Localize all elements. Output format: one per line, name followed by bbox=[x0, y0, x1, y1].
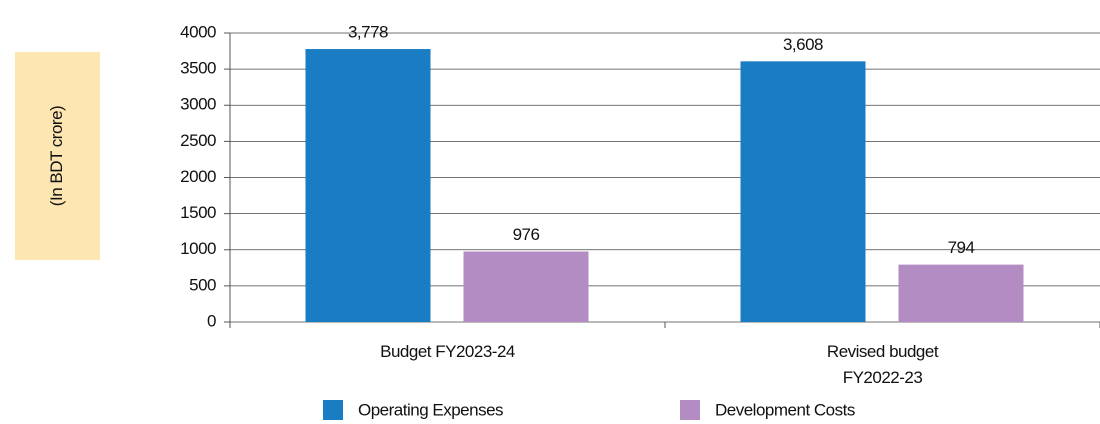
legend-label: Development Costs bbox=[715, 400, 855, 419]
y-label-box bbox=[15, 52, 100, 260]
x-tick-label: Budget FY2023-24 bbox=[380, 342, 515, 361]
y-tick-label: 2500 bbox=[180, 131, 216, 150]
bar bbox=[740, 61, 866, 323]
y-tick-label: 1500 bbox=[180, 203, 216, 222]
data-label: 794 bbox=[948, 238, 975, 257]
y-tick-label: 1000 bbox=[180, 239, 216, 258]
bar bbox=[305, 49, 431, 323]
y-tick-label: 500 bbox=[189, 275, 216, 294]
x-tick-label: Revised budget FY2022-23 bbox=[826, 342, 939, 387]
y-tick-label: 3500 bbox=[180, 59, 216, 78]
bar bbox=[898, 264, 1024, 322]
y-tick-label: 3000 bbox=[180, 95, 216, 114]
legend-swatch bbox=[323, 400, 343, 420]
bar bbox=[463, 251, 589, 322]
data-label: 976 bbox=[513, 225, 540, 244]
y-tick-label: 4000 bbox=[180, 22, 216, 41]
data-label: 3,608 bbox=[783, 35, 823, 54]
data-label: 3,778 bbox=[348, 23, 388, 42]
y-tick-label: 0 bbox=[207, 311, 216, 330]
legend-swatch bbox=[680, 400, 700, 420]
legend-label: Operating Expenses bbox=[358, 400, 503, 419]
y-tick-label: 2000 bbox=[180, 167, 216, 186]
